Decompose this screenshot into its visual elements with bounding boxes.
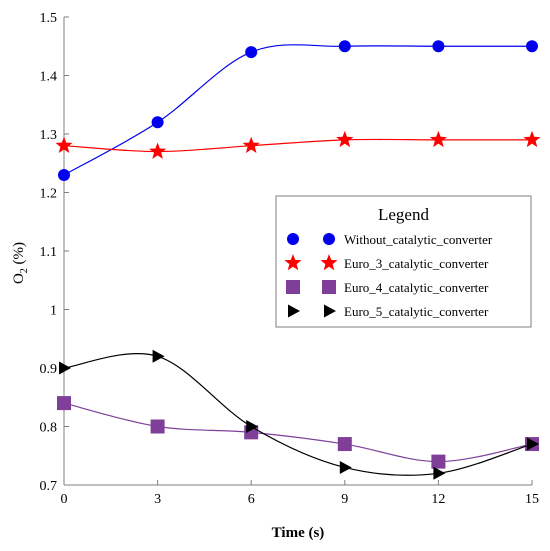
data-point bbox=[431, 454, 446, 469]
x-tick-label: 12 bbox=[431, 492, 445, 507]
x-tick-label: 3 bbox=[154, 492, 161, 507]
x-tick-label: 9 bbox=[341, 492, 348, 507]
y-axis-title-sub: 2 bbox=[19, 268, 30, 273]
data-point bbox=[432, 40, 445, 53]
x-tick-label: 6 bbox=[248, 492, 255, 507]
data-point bbox=[245, 46, 258, 59]
data-point bbox=[526, 40, 538, 53]
y-tick-label: 1.4 bbox=[40, 70, 58, 85]
legend-marker bbox=[286, 280, 300, 294]
data-point bbox=[151, 116, 164, 129]
x-axis-title: Time (s) bbox=[272, 525, 325, 541]
series-4 bbox=[59, 349, 539, 480]
legend-marker bbox=[322, 280, 336, 294]
x-tick-label: 0 bbox=[61, 492, 68, 507]
legend-marker bbox=[288, 304, 300, 318]
data-point bbox=[242, 136, 260, 153]
legend-label: Without_catalytic_converter bbox=[344, 232, 493, 247]
legend-entry: Euro_5_catalytic_converter bbox=[288, 304, 489, 319]
data-point bbox=[433, 466, 446, 480]
y-tick-label: 0.9 bbox=[40, 362, 58, 377]
data-point bbox=[55, 136, 73, 153]
data-point bbox=[149, 142, 167, 159]
data-point bbox=[246, 420, 259, 433]
data-point bbox=[336, 130, 354, 148]
legend-label: Euro_3_catalytic_converter bbox=[344, 256, 489, 271]
series-3 bbox=[57, 396, 539, 469]
x-tick-label: 15 bbox=[525, 492, 539, 507]
y-tick-label: 1.5 bbox=[40, 11, 58, 26]
series-line bbox=[63, 138, 532, 153]
legend-entry: Without_catalytic_converter bbox=[287, 232, 493, 247]
data-point bbox=[58, 168, 70, 181]
legend-entry: Euro_4_catalytic_converter bbox=[286, 280, 489, 295]
legend-entry: Euro_3_catalytic_converter bbox=[284, 254, 489, 271]
data-point bbox=[527, 437, 539, 451]
y-tick-label: 1.2 bbox=[40, 187, 58, 202]
data-point bbox=[57, 396, 71, 411]
series-line bbox=[63, 402, 533, 463]
y-tick-label: 1.1 bbox=[40, 245, 58, 260]
axes: 0.7 0.8 0.9 1 1.1 1.2 1.3 1.4 1.5 0 3 6 9 12 15 bbox=[40, 11, 540, 507]
legend-marker bbox=[287, 233, 299, 245]
data-point bbox=[339, 460, 352, 474]
legend-label: Euro_4_catalytic_converter bbox=[344, 280, 489, 295]
y-tick-label: 1.3 bbox=[40, 128, 58, 143]
y-tick-label: 0.7 bbox=[40, 479, 58, 494]
data-point bbox=[150, 419, 165, 434]
legend-marker bbox=[324, 304, 336, 318]
legend-marker bbox=[323, 233, 335, 245]
legend-marker bbox=[284, 254, 302, 271]
y-tick-label: 0.8 bbox=[40, 421, 58, 436]
series-line bbox=[63, 352, 533, 476]
legend-label: Euro_5_catalytic_converter bbox=[344, 304, 489, 319]
legend: Legend Without_catalytic_converter Euro_3_… bbox=[275, 195, 532, 328]
y-tick-label: 1 bbox=[50, 304, 57, 319]
series-line bbox=[63, 44, 532, 176]
data-point bbox=[429, 130, 447, 148]
series-1 bbox=[58, 40, 538, 181]
legend-marker bbox=[320, 254, 338, 271]
data-point bbox=[337, 437, 352, 452]
data-point bbox=[338, 40, 351, 53]
y-axis-title-main: O bbox=[11, 273, 27, 284]
data-point bbox=[523, 130, 541, 148]
data-point bbox=[59, 361, 71, 375]
y-axis-title: O2 (%) bbox=[11, 242, 30, 284]
legend-title: Legend bbox=[378, 205, 429, 224]
y-axis-title-rest: (%) bbox=[11, 242, 27, 268]
series-2 bbox=[55, 130, 541, 159]
data-point bbox=[152, 349, 165, 363]
series-layer bbox=[55, 40, 541, 480]
legend-box bbox=[275, 195, 532, 328]
